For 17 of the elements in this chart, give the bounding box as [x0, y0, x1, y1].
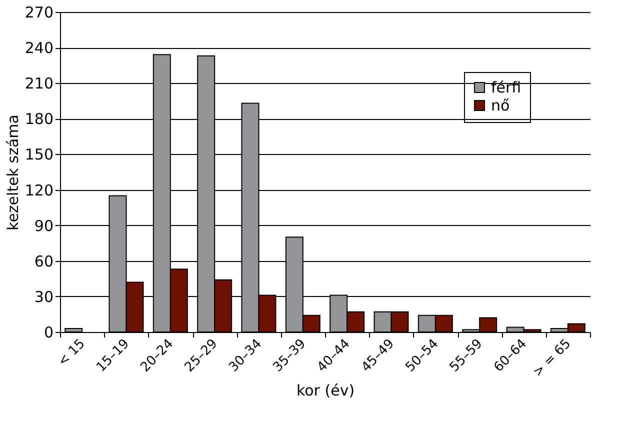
y-axis-title: kezeltek száma	[4, 114, 22, 230]
y-tick-label: 30	[34, 288, 54, 306]
bar	[64, 328, 83, 332]
y-tick-label: 210	[24, 74, 54, 93]
x-tick-label: < 15	[55, 336, 88, 370]
x-tick-label: > = 65	[530, 336, 574, 380]
y-tick-label: 240	[24, 39, 54, 58]
y-tick-label: 90	[34, 216, 54, 235]
y-tick-label: 180	[24, 110, 54, 128]
legend-label: nő	[491, 96, 510, 114]
y-tick-label: 60	[34, 252, 54, 270]
y-tick-label: 120	[24, 181, 54, 200]
y-tick-label: 0	[44, 324, 54, 342]
y-tick-label: 270	[24, 4, 54, 22]
x-axis-title: kor (év)	[296, 381, 355, 400]
legend-label: férfi	[491, 78, 522, 96]
y-tick-label: 150	[24, 146, 54, 164]
